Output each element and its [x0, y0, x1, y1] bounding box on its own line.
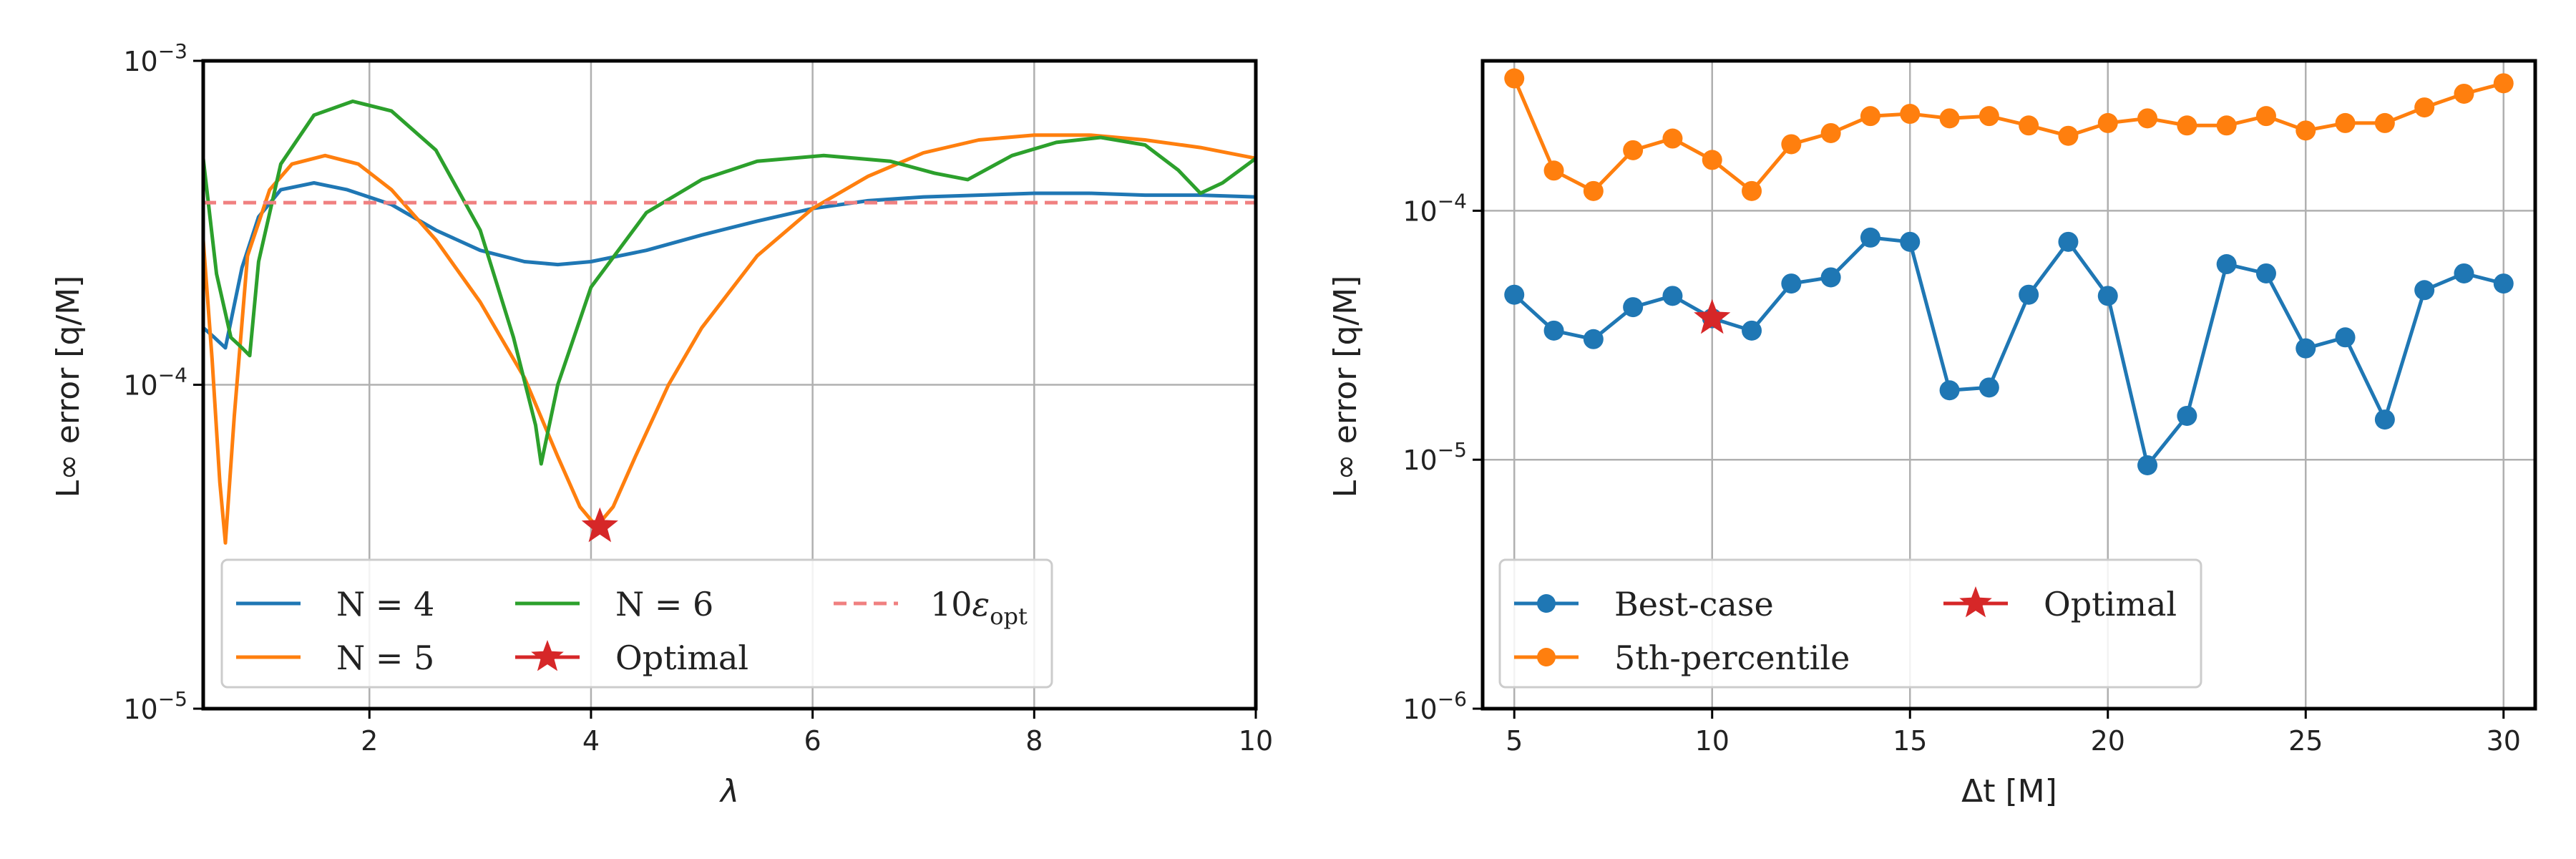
data-point-5th-percentile — [1543, 160, 1564, 181]
data-point-best-case — [2493, 273, 2514, 294]
y-tick-label: 10−4 — [1402, 189, 1467, 227]
y-tick-label: 10−3 — [123, 39, 187, 77]
right-chart-panel: 5 10 15 20 25 30 10−6 10−5 10−4 Δt [M] L∞ error … — [1327, 59, 2537, 810]
data-point-best-case — [1623, 297, 1644, 318]
optimal-star-marker — [1694, 299, 1731, 334]
data-point-best-case — [1820, 267, 1841, 288]
x-tick-label: 20 — [2091, 725, 2125, 757]
data-point-best-case — [2296, 338, 2316, 359]
left-y-axis-label: L∞ error [q/M] — [50, 276, 87, 498]
legend-label-best-case: Best-case — [1614, 585, 1774, 623]
data-point-5th-percentile — [2019, 115, 2039, 136]
data-point-5th-percentile — [2058, 125, 2079, 146]
y-tick-label: 10−6 — [1402, 687, 1467, 725]
legend-swatch-optimal-star-icon — [531, 640, 564, 671]
data-point-5th-percentile — [1742, 180, 1762, 201]
data-point-best-case — [1860, 227, 1880, 248]
left-legend: N = 4 N = 5 N = 6 Optimal 10εopt — [220, 558, 1053, 689]
x-tick-label: 10 — [1239, 725, 1273, 757]
data-point-5th-percentile — [2296, 120, 2316, 141]
data-point-5th-percentile — [2177, 115, 2197, 136]
data-point-5th-percentile — [1623, 140, 1644, 160]
left-legend-box — [220, 558, 1053, 689]
series-line-n-4 — [202, 181, 1257, 350]
data-point-5th-percentile — [2216, 115, 2237, 136]
data-point-5th-percentile — [1662, 128, 1683, 149]
data-point-5th-percentile — [1900, 104, 1921, 125]
data-point-5th-percentile — [2493, 73, 2514, 94]
y-tick-label: 10−4 — [123, 364, 187, 402]
legend-label-n6: N = 6 — [615, 585, 713, 623]
data-point-best-case — [2454, 263, 2474, 283]
right-y-axis-label: L∞ error [q/M] — [1327, 276, 1364, 498]
data-point-best-case — [1781, 273, 1802, 294]
legend-swatch-optimal-star-icon-right — [1959, 586, 1992, 618]
data-point-best-case — [2414, 280, 2435, 301]
data-point-best-case — [2137, 455, 2158, 475]
data-point-5th-percentile — [1781, 134, 1802, 155]
series-line-5th-percentile — [1512, 77, 2504, 193]
data-point-best-case — [1583, 329, 1604, 349]
x-tick-label: 5 — [1506, 725, 1523, 757]
data-point-5th-percentile — [2137, 108, 2158, 129]
data-point-best-case — [2058, 231, 2079, 252]
y-tick-label: 10−5 — [1402, 438, 1467, 476]
right-plot-frame — [1480, 59, 2537, 711]
legend-label-optimal: Optimal — [615, 639, 748, 677]
data-point-best-case — [1939, 380, 1960, 401]
data-point-best-case — [2177, 405, 2197, 426]
x-tick-label: 2 — [361, 725, 378, 757]
data-point-5th-percentile — [2097, 112, 2118, 133]
y-tick-label: 10−5 — [123, 687, 187, 725]
legend-label-n4: N = 4 — [336, 585, 434, 623]
x-tick-label: 4 — [582, 725, 600, 757]
legend-label-n5: N = 5 — [336, 639, 434, 677]
x-tick-label: 10 — [1695, 725, 1729, 757]
data-point-5th-percentile — [1860, 106, 1880, 127]
data-point-best-case — [1543, 320, 1564, 341]
data-point-best-case — [1979, 377, 1999, 398]
series-line-best-case — [1513, 236, 2504, 467]
data-point-5th-percentile — [2335, 112, 2356, 133]
x-tick-label: 25 — [2288, 725, 2323, 757]
data-point-5th-percentile — [2374, 112, 2395, 133]
legend-label-5th-percentile: 5th-percentile — [1614, 639, 1850, 677]
data-point-5th-percentile — [1939, 108, 1960, 129]
legend-swatch-best-case-dot — [1537, 594, 1556, 613]
series-line-n-6 — [201, 100, 1257, 466]
data-point-best-case — [2255, 263, 2276, 283]
data-point-best-case — [2374, 409, 2395, 430]
data-point-best-case — [2097, 286, 2118, 306]
series-line-n-5 — [201, 133, 1257, 545]
x-tick-label: 6 — [804, 725, 821, 757]
data-point-best-case — [2019, 284, 2039, 305]
x-tick-label: 8 — [1025, 725, 1043, 757]
data-point-best-case — [2335, 327, 2356, 348]
left-chart-panel: 2 4 6 8 10 10−5 10−4 10−3 λ L∞ error [q/M] N = … — [50, 39, 1273, 810]
right-legend: Best-case 5th-percentile Optimal — [1498, 558, 2202, 689]
data-point-5th-percentile — [2454, 83, 2474, 104]
optimal-star-marker — [581, 507, 618, 543]
left-x-axis-label: λ — [719, 773, 739, 810]
right-legend-box — [1498, 558, 2202, 689]
legend-label-optimal-right: Optimal — [2044, 585, 2177, 623]
legend-swatch-5th-percentile-dot — [1537, 648, 1556, 666]
data-point-best-case — [1504, 284, 1525, 305]
x-tick-label: 15 — [1893, 725, 1927, 757]
data-point-best-case — [1742, 320, 1762, 341]
x-tick-label: 30 — [2487, 725, 2521, 757]
data-point-5th-percentile — [2255, 106, 2276, 127]
right-x-axis-label: Δt [M] — [1961, 773, 2057, 810]
data-point-5th-percentile — [2414, 97, 2435, 118]
data-point-5th-percentile — [1820, 122, 1841, 143]
data-point-5th-percentile — [1979, 106, 1999, 127]
data-point-5th-percentile — [1702, 150, 1722, 170]
data-point-best-case — [1662, 286, 1683, 306]
data-point-5th-percentile — [1583, 180, 1604, 201]
data-point-5th-percentile — [1504, 68, 1525, 89]
data-point-best-case — [2216, 254, 2237, 275]
data-point-best-case — [1900, 231, 1921, 252]
